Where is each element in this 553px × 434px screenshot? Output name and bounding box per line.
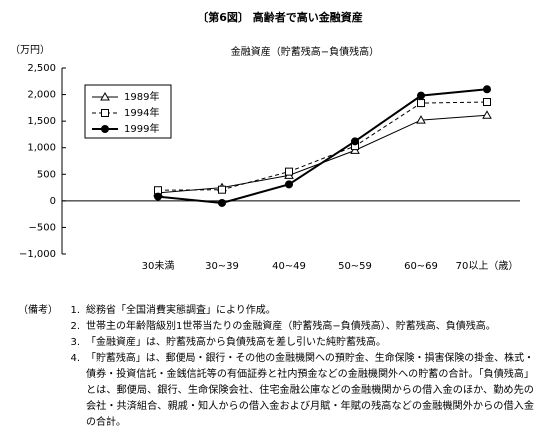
note-number: 1. xyxy=(70,305,80,316)
y-tick-label: −1,000 xyxy=(19,249,56,260)
marker xyxy=(417,99,425,108)
series-line xyxy=(157,114,488,194)
legend-label: 1994年 xyxy=(124,106,159,119)
x-tick-label: 50~59 xyxy=(338,261,372,272)
note-text: 「金融資産」は、貯蓄残高から負債残高を差し引いた純貯蓄残高。 xyxy=(86,335,386,348)
legend-label: 1989年 xyxy=(124,90,159,103)
marker xyxy=(218,185,226,194)
y-tick-label: 0 xyxy=(50,196,56,207)
x-tick-label: 40~49 xyxy=(272,261,306,272)
chart-subtitle: 金融資産（貯蓄残高−負債残高） xyxy=(231,45,379,58)
marker xyxy=(483,85,491,94)
note-text: 債券・投資信託・金銭信託等の有価証券と社内預金などの金融機関外への貯蓄の合計。「… xyxy=(86,367,534,380)
note-number: 3. xyxy=(70,337,80,348)
note-text: 総務省「全国消費実態調査」により作成。 xyxy=(86,303,276,316)
note-number: 4. xyxy=(70,353,80,364)
y-tick-label: 2,000 xyxy=(27,90,56,101)
marker xyxy=(154,192,162,201)
marker xyxy=(417,91,425,100)
chart-title: 〔第6図〕 高齢者で高い金融資産 xyxy=(197,10,362,24)
notes-label: （備考） xyxy=(18,303,58,316)
marker xyxy=(285,167,293,176)
series-line xyxy=(157,101,488,191)
y-unit: （万円） xyxy=(10,44,50,56)
marker xyxy=(285,180,293,189)
x-tick-label: 60~69 xyxy=(404,261,438,272)
marker xyxy=(482,110,492,119)
legend-marker xyxy=(100,91,110,101)
marker xyxy=(218,198,226,207)
x-tick-label: 70以上（歳） xyxy=(456,260,519,272)
marker xyxy=(351,137,359,146)
y-tick-label: 1,000 xyxy=(27,143,56,154)
y-tick-label: 500 xyxy=(37,169,56,180)
note-text: 世帯主の年齢階級別1世帯当たりの金融資産（貯蓄残高−負債残高）、貯蓄残高、負債残… xyxy=(86,319,496,332)
marker xyxy=(483,98,491,107)
note-text: の合計。 xyxy=(86,415,126,428)
note-text: 会社・共済組合、親戚・知人からの借入金および月賦・年賦の残高などの金融機関外から… xyxy=(86,399,534,412)
marker xyxy=(416,115,426,124)
y-tick-label: 1,500 xyxy=(27,116,56,127)
legend-label: 1999年 xyxy=(124,122,159,135)
y-tick-label: 2,500 xyxy=(27,63,56,74)
note-text: とは、郵便局、銀行、生命保険会社、住宅金融公庫などの金融機関からの借入金のほか、… xyxy=(86,383,534,396)
note-number: 2. xyxy=(70,321,80,332)
legend-marker xyxy=(101,109,109,117)
series-line xyxy=(157,88,488,204)
x-tick-label: 30~39 xyxy=(205,261,239,272)
y-tick-label: −500 xyxy=(29,222,56,233)
note-text: 「貯蓄残高」は、郵便局・銀行・その他の金融機関への預貯金、生命保険・損害保険の掛… xyxy=(86,351,534,364)
x-tick-label: 30未満 xyxy=(142,260,175,272)
legend-marker xyxy=(101,125,109,133)
